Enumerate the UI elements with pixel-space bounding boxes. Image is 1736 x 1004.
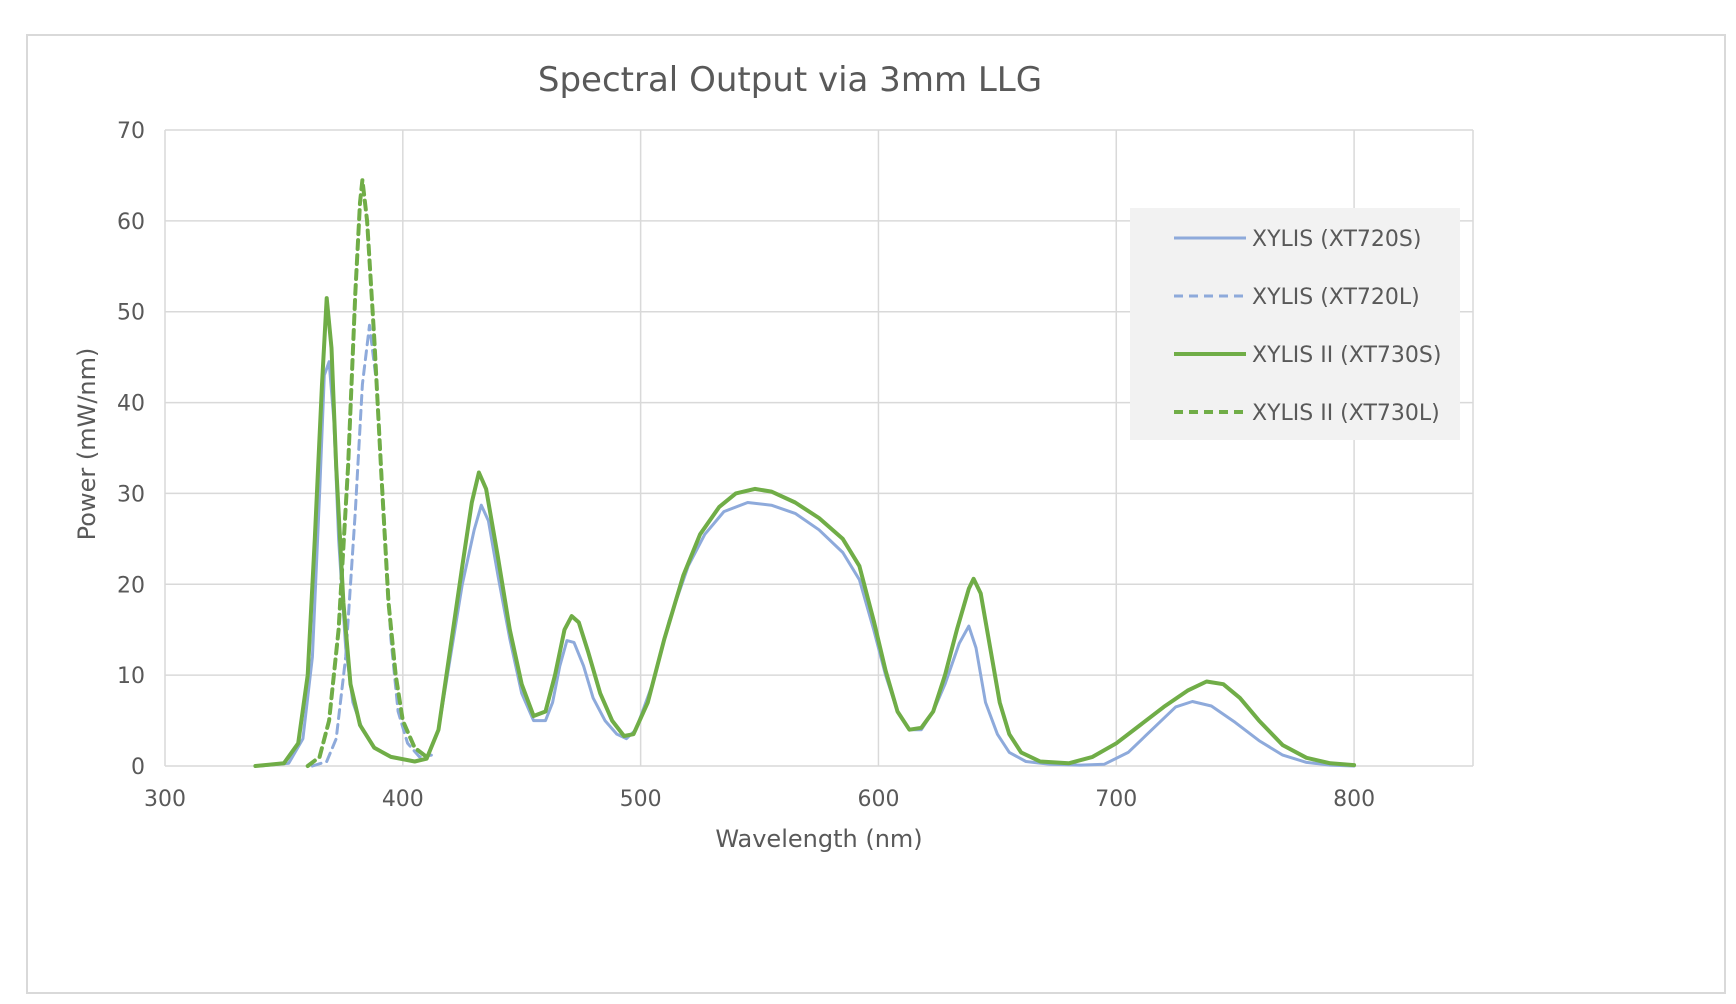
x-tick-label: 600 (857, 787, 899, 812)
legend-label: XYLIS II (XT730S) (1252, 343, 1441, 368)
y-tick-label: 10 (117, 664, 145, 689)
chart-frame: Spectral Output via 3mm LLG 0 10 20 30 40 50 6… (26, 34, 1726, 994)
x-tick-label: 400 (382, 787, 424, 812)
x-axis-title: Wavelength (nm) (715, 825, 922, 853)
series-line-2 (310, 323, 433, 768)
chart-title: Spectral Output via 3mm LLG (538, 60, 1042, 100)
x-tick-label: 700 (1095, 787, 1137, 812)
legend: XYLIS (XT720S) XYLIS (XT720L) XYLIS II (XT… (1130, 208, 1460, 440)
x-tick-label: 800 (1333, 787, 1375, 812)
y-tick-label: 60 (117, 210, 145, 235)
y-axis-title: Power (mW/nm) (73, 348, 101, 541)
y-tick-label: 20 (117, 573, 145, 598)
y-tick-label: 50 (117, 301, 145, 326)
series-layer (253, 178, 1357, 768)
legend-label: XYLIS (XT720L) (1252, 285, 1420, 310)
legend-background (1130, 208, 1460, 440)
y-tick-label: 40 (117, 392, 145, 417)
series-line-3 (253, 296, 1357, 768)
x-tick-label: 500 (620, 787, 662, 812)
legend-label: XYLIS (XT720S) (1252, 227, 1421, 252)
y-tick-label: 30 (117, 482, 145, 507)
series-line-4 (305, 178, 429, 768)
gridlines (164, 129, 1474, 767)
chart-svg: Spectral Output via 3mm LLG 0 10 20 30 40 50 6… (73, 60, 1474, 853)
x-tick-label: 300 (144, 787, 186, 812)
tick-labels: 0 10 20 30 40 50 60 70 300 400 500 600 700 800 (117, 119, 1375, 812)
y-tick-label: 0 (131, 755, 145, 780)
legend-label: XYLIS II (XT730L) (1252, 401, 1440, 426)
y-tick-label: 70 (117, 119, 145, 144)
